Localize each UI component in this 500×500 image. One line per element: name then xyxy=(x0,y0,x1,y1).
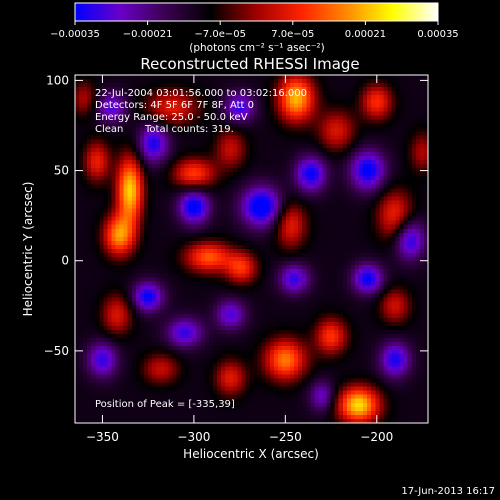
y-tick-label: 100 xyxy=(46,73,69,87)
colorbar: −0.00035 −0.00021 −7.0e−05 7.0e−05 0.00021 0.… xyxy=(50,2,459,54)
x-tick-label: −350 xyxy=(86,430,119,444)
x-tick-label: −200 xyxy=(360,430,393,444)
y-tick-label: 50 xyxy=(54,164,69,178)
x-axis-label: Heliocentric X (arcsec) xyxy=(183,447,319,461)
colorbar-tick-label: −0.00021 xyxy=(123,29,173,40)
plot-area: −350 −300 −250 −200 −50 0 50 100 xyxy=(44,73,429,444)
x-tick-label: −300 xyxy=(177,430,210,444)
clean-label: Clean xyxy=(95,124,123,135)
colorbar-fill xyxy=(75,3,438,21)
energy-range-label: Energy Range: 25.0 - 50.0 keV xyxy=(95,112,248,123)
colorbar-tick-label: −7.0e−05 xyxy=(194,29,246,40)
y-axis-label: Heliocentric Y (arcsec) xyxy=(21,182,35,317)
colorbar-ticks: −0.00035 −0.00021 −7.0e−05 7.0e−05 0.00021 0.… xyxy=(50,21,459,40)
x-axis-ticks: −350 −300 −250 −200 xyxy=(86,75,393,444)
y-tick-label: −50 xyxy=(44,344,69,358)
y-axis-ticks: −50 0 50 100 xyxy=(44,73,428,358)
x-tick-label: −250 xyxy=(269,430,302,444)
peak-position-label: Position of Peak = [-335,39] xyxy=(95,399,235,410)
colorbar-unit-label: (photons cm⁻² s⁻¹ asec⁻²) xyxy=(189,42,324,54)
colorbar-tick-label: −0.00035 xyxy=(50,29,100,40)
colorbar-tick-label: 0.00035 xyxy=(417,29,458,40)
footer-timestamp: 17-Jun-2013 16:17 xyxy=(401,486,495,497)
colorbar-tick-label: 7.0e−05 xyxy=(271,29,314,40)
chart-title: Reconstructed RHESSI Image xyxy=(140,55,359,73)
time-range-label: 22-Jul-2004 03:01:56.000 to 03:02:16.000 xyxy=(95,88,307,99)
detectors-label: Detectors: 4F 5F 6F 7F 8F, Att 0 xyxy=(95,100,254,111)
colorbar-frame xyxy=(74,2,439,22)
colorbar-tick-label: 0.00021 xyxy=(345,29,386,40)
plot-frame xyxy=(74,74,429,424)
total-counts-label: Total counts: 319. xyxy=(144,124,234,135)
y-tick-label: 0 xyxy=(61,254,69,268)
annotations: 22-Jul-2004 03:01:56.000 to 03:02:16.000… xyxy=(95,88,307,410)
heatmap-image xyxy=(75,75,428,423)
